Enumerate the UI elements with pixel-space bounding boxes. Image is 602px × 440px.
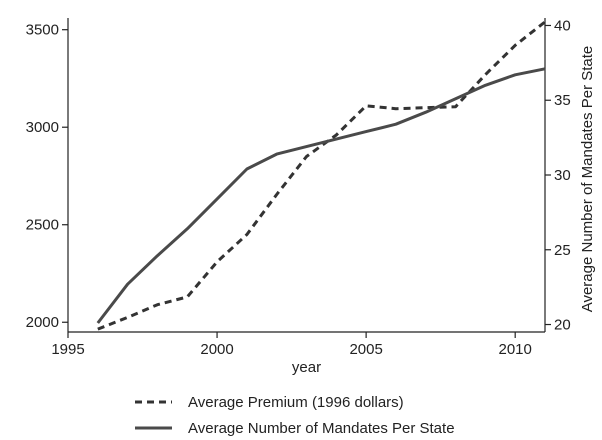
- right-tick-label: 20: [554, 317, 571, 334]
- plot-frame: [67, 18, 546, 333]
- left-tick-label: 2500: [26, 217, 59, 234]
- left-y-axis: 2000 2500 3000 3500: [26, 22, 68, 331]
- left-tick-label: 3000: [26, 119, 59, 136]
- right-tick-label: 35: [554, 92, 571, 109]
- x-tick-label: 2000: [200, 341, 233, 358]
- x-tick-label: 1995: [51, 341, 84, 358]
- premium-line: [97, 20, 546, 331]
- x-axis-title: year: [292, 359, 321, 376]
- legend-label: Average Number of Mandates Per State: [188, 420, 455, 437]
- right-y-axis-title: Average Number of Mandates Per State: [579, 46, 596, 313]
- mandates-line: [96, 67, 546, 324]
- right-y-axis: 20 25 30 35 40: [545, 17, 571, 334]
- x-tick-label: 2010: [499, 341, 532, 358]
- left-tick-label: 2000: [26, 314, 59, 331]
- legend-label: Average Premium (1996 dollars): [188, 394, 404, 411]
- legend: Average Premium (1996 dollars) Average Nu…: [135, 394, 455, 437]
- x-tick-label: 2005: [349, 341, 382, 358]
- x-axis: 1995 2000 2005 2010: [51, 332, 532, 358]
- right-tick-label: 30: [554, 167, 571, 184]
- series-layer: [96, 20, 546, 331]
- left-tick-label: 3500: [26, 22, 59, 39]
- right-tick-label: 25: [554, 242, 571, 259]
- right-tick-label: 40: [554, 17, 571, 34]
